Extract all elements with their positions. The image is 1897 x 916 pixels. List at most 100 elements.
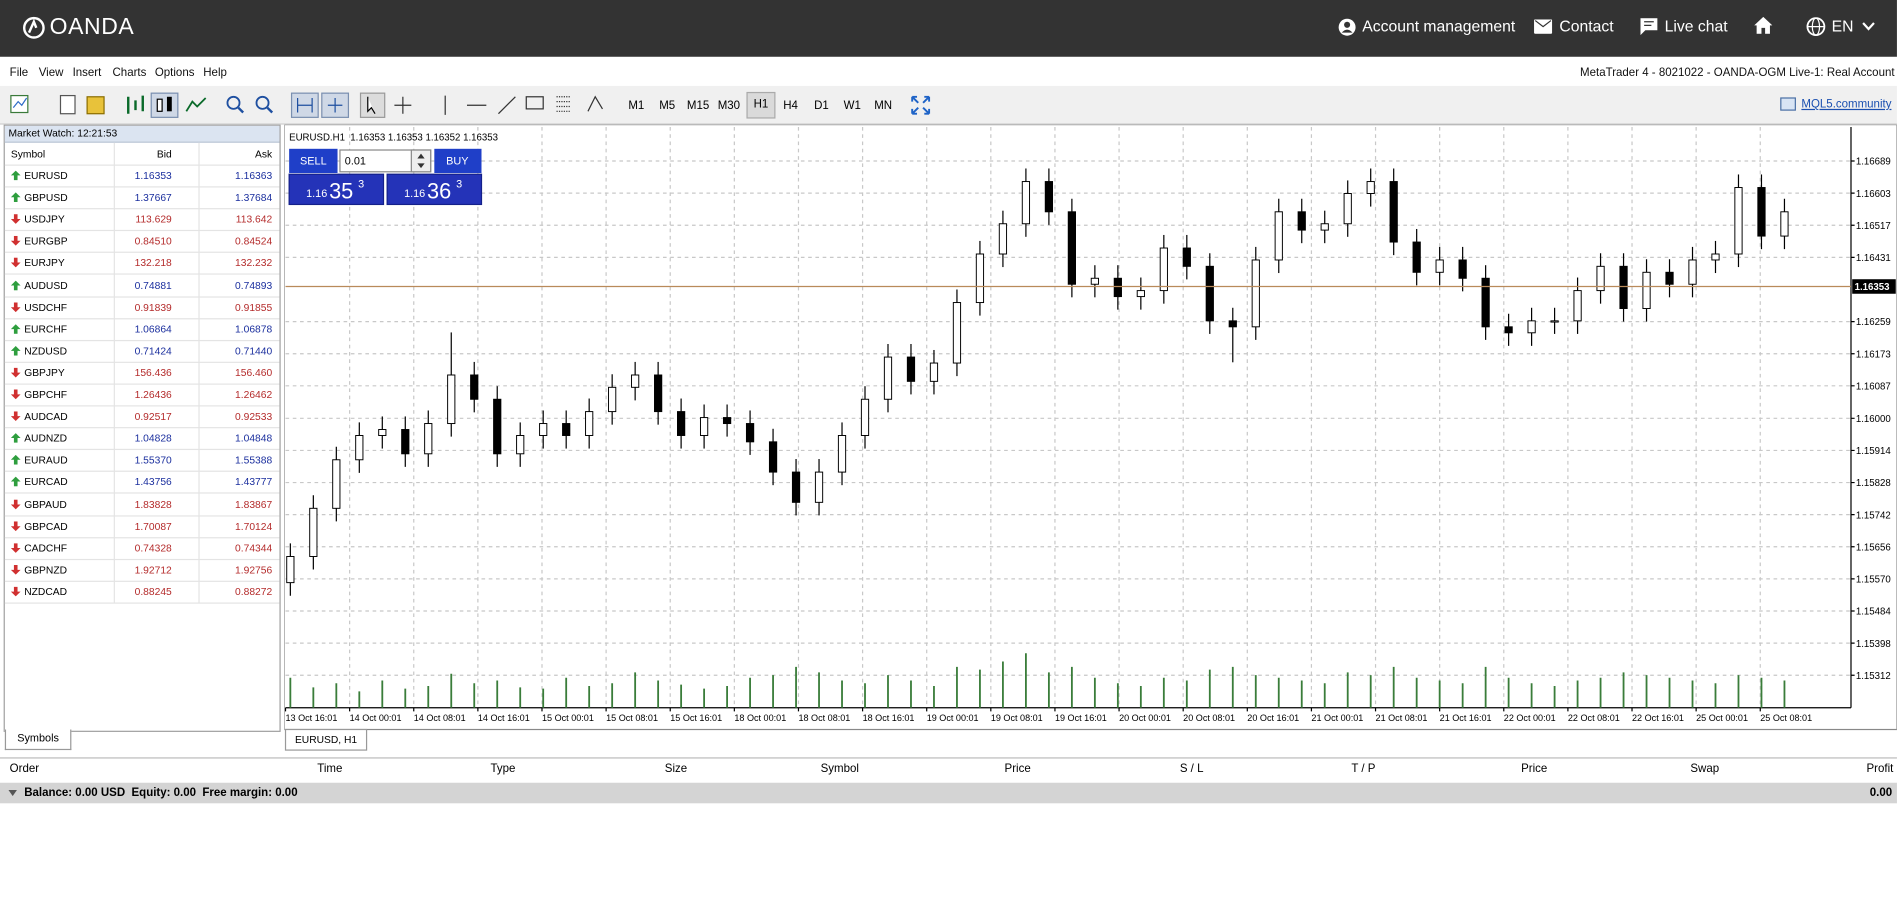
- sell-label: SELL: [300, 156, 327, 168]
- menu-item[interactable]: Charts: [112, 66, 147, 80]
- column-header: Bid: [156, 147, 172, 160]
- candle-body: [722, 417, 732, 425]
- column-sep: [113, 142, 115, 603]
- quote-row[interactable]: EURGBP 0.84510 0.84524: [4, 230, 280, 254]
- menu-item[interactable]: Help: [203, 66, 227, 80]
- timeframe[interactable]: H1: [746, 91, 776, 119]
- timeframe[interactable]: M15: [686, 99, 710, 113]
- candle-body: [745, 423, 755, 443]
- x-tick-label: 25 Oct 08:01: [1760, 713, 1812, 723]
- y-tick-label: 1.15914: [1856, 446, 1892, 457]
- quote-row[interactable]: EURCAD 1.43756 1.43777: [4, 471, 280, 495]
- bid: 1.83828: [134, 497, 172, 510]
- quote-row[interactable]: NZDCAD 0.88245 0.88272: [4, 581, 280, 604]
- price-fraction: 3: [358, 179, 364, 191]
- buy-label: BUY: [446, 156, 469, 168]
- bid: 1.26436: [134, 388, 172, 401]
- timeframe[interactable]: M5: [659, 99, 676, 113]
- nav-link[interactable]: Live chat: [1664, 16, 1728, 36]
- window-title: MetaTrader 4 - 8021022 - OANDA-OGM Live-…: [1580, 66, 1895, 80]
- tab[interactable]: Symbols: [4, 729, 72, 751]
- menu-item[interactable]: Options: [154, 66, 195, 80]
- quote-row[interactable]: EURUSD 1.16353 1.16363: [4, 165, 280, 188]
- quote-row[interactable]: AUDCAD 0.92517 0.92533: [4, 405, 280, 429]
- direction-arrow: [10, 520, 21, 531]
- quote-row[interactable]: NZDUSD 0.71424 0.71440: [4, 340, 280, 363]
- account-icon[interactable]: [1338, 18, 1356, 36]
- column-header: Time: [317, 762, 343, 776]
- brand: OANDA: [49, 14, 135, 40]
- timeframe[interactable]: H4: [783, 99, 798, 113]
- quote-row[interactable]: GBPAUD 1.83828 1.83867: [4, 493, 280, 516]
- menu-item[interactable]: Insert: [72, 66, 102, 80]
- price-box[interactable]: [386, 173, 483, 206]
- contact-icon[interactable]: [1534, 19, 1553, 34]
- candle-body: [1389, 181, 1398, 243]
- quote-row[interactable]: EURCHF 1.06864 1.06878: [4, 318, 280, 341]
- column-header: S / L: [1179, 762, 1204, 776]
- arrow: [10, 542, 21, 553]
- y-tick-label: 1.16689: [1856, 157, 1891, 168]
- collapse-icon[interactable]: [8, 789, 17, 797]
- price-box[interactable]: [288, 173, 385, 206]
- quote-row[interactable]: USDCHF 0.91839 0.91855: [4, 296, 280, 319]
- menu-item[interactable]: File: [9, 66, 29, 80]
- quote-row[interactable]: AUDUSD 0.74881 0.74893: [4, 274, 280, 298]
- timeframe[interactable]: M1: [628, 99, 645, 113]
- candle-body: [1366, 181, 1375, 194]
- language[interactable]: EN: [1831, 16, 1854, 36]
- candle-body: [654, 374, 663, 413]
- direction-arrow: [10, 389, 21, 400]
- x-tick-label: 20 Oct 00:01: [1119, 713, 1171, 723]
- candle-body: [1136, 290, 1145, 298]
- symbol: USDCHF: [24, 300, 68, 313]
- nav-link[interactable]: Account management: [1362, 16, 1516, 36]
- quote-row[interactable]: GBPNZD 1.92712 1.92756: [4, 559, 280, 582]
- y-tick-label: 1.16259: [1856, 317, 1891, 328]
- community-icon[interactable]: [1780, 97, 1797, 112]
- quote-row[interactable]: EURJPY 132.218 132.232: [4, 252, 280, 276]
- candle-body: [814, 471, 824, 503]
- quote-row[interactable]: GBPCAD 1.70087 1.70124: [4, 515, 280, 538]
- buy-button[interactable]: [434, 148, 482, 174]
- quote-row[interactable]: USDJPY 113.629 113.642: [4, 208, 280, 232]
- timeframe[interactable]: MN: [874, 99, 893, 113]
- quote-row[interactable]: CADCHF 0.74328 0.74344: [4, 537, 280, 560]
- chat-icon[interactable]: [1640, 18, 1658, 36]
- quote-row[interactable]: AUDNZD 1.04828 1.04848: [4, 427, 280, 451]
- quote-row[interactable]: GBPUSD 1.37667 1.37684: [4, 186, 280, 210]
- quote-row[interactable]: GBPCHF 1.26436 1.26462: [4, 384, 280, 407]
- quote-row[interactable]: EURAUD 1.55370 1.55388: [4, 449, 280, 473]
- price-chart: 1.166891.166031.165171.164311.162591.161…: [284, 124, 1897, 751]
- panel-title: Market Watch: 12:21:53: [4, 125, 280, 143]
- candle-body: [1159, 247, 1168, 292]
- quote-row[interactable]: GBPJPY 156.436 156.460: [4, 362, 280, 385]
- column-header: Profit: [1866, 762, 1894, 776]
- candle-body: [631, 374, 640, 388]
- chart-tab[interactable]: [284, 728, 368, 751]
- nav-link[interactable]: Contact: [1559, 16, 1614, 36]
- timeframe[interactable]: W1: [843, 99, 861, 113]
- bid: 1.16353: [134, 169, 172, 182]
- bid: 113.629: [135, 213, 172, 226]
- price-tag: [1852, 279, 1896, 294]
- fullscreen-icon[interactable]: [911, 95, 931, 115]
- timeframe[interactable]: M30: [717, 99, 741, 113]
- price-big: 1.16: [306, 188, 327, 200]
- community-link[interactable]: MQL5.community: [1801, 97, 1892, 112]
- globe-icon[interactable]: [1806, 17, 1826, 36]
- ask: 1.55388: [235, 454, 273, 467]
- sell-button[interactable]: [289, 148, 338, 174]
- candle-body: [1757, 187, 1766, 237]
- timeframe[interactable]: D1: [814, 99, 829, 113]
- spinner-arrows: [417, 153, 425, 169]
- x-tick-label: 14 Oct 16:01: [478, 713, 530, 723]
- menu-item[interactable]: View: [38, 66, 64, 80]
- candle-body: [309, 507, 318, 557]
- bid: 0.84510: [134, 235, 172, 248]
- arrow: [10, 433, 21, 444]
- home-icon[interactable]: [1754, 16, 1773, 34]
- profit: 0.00: [1869, 786, 1893, 800]
- spinner: [410, 149, 432, 173]
- chevron[interactable]: [1862, 22, 1875, 32]
